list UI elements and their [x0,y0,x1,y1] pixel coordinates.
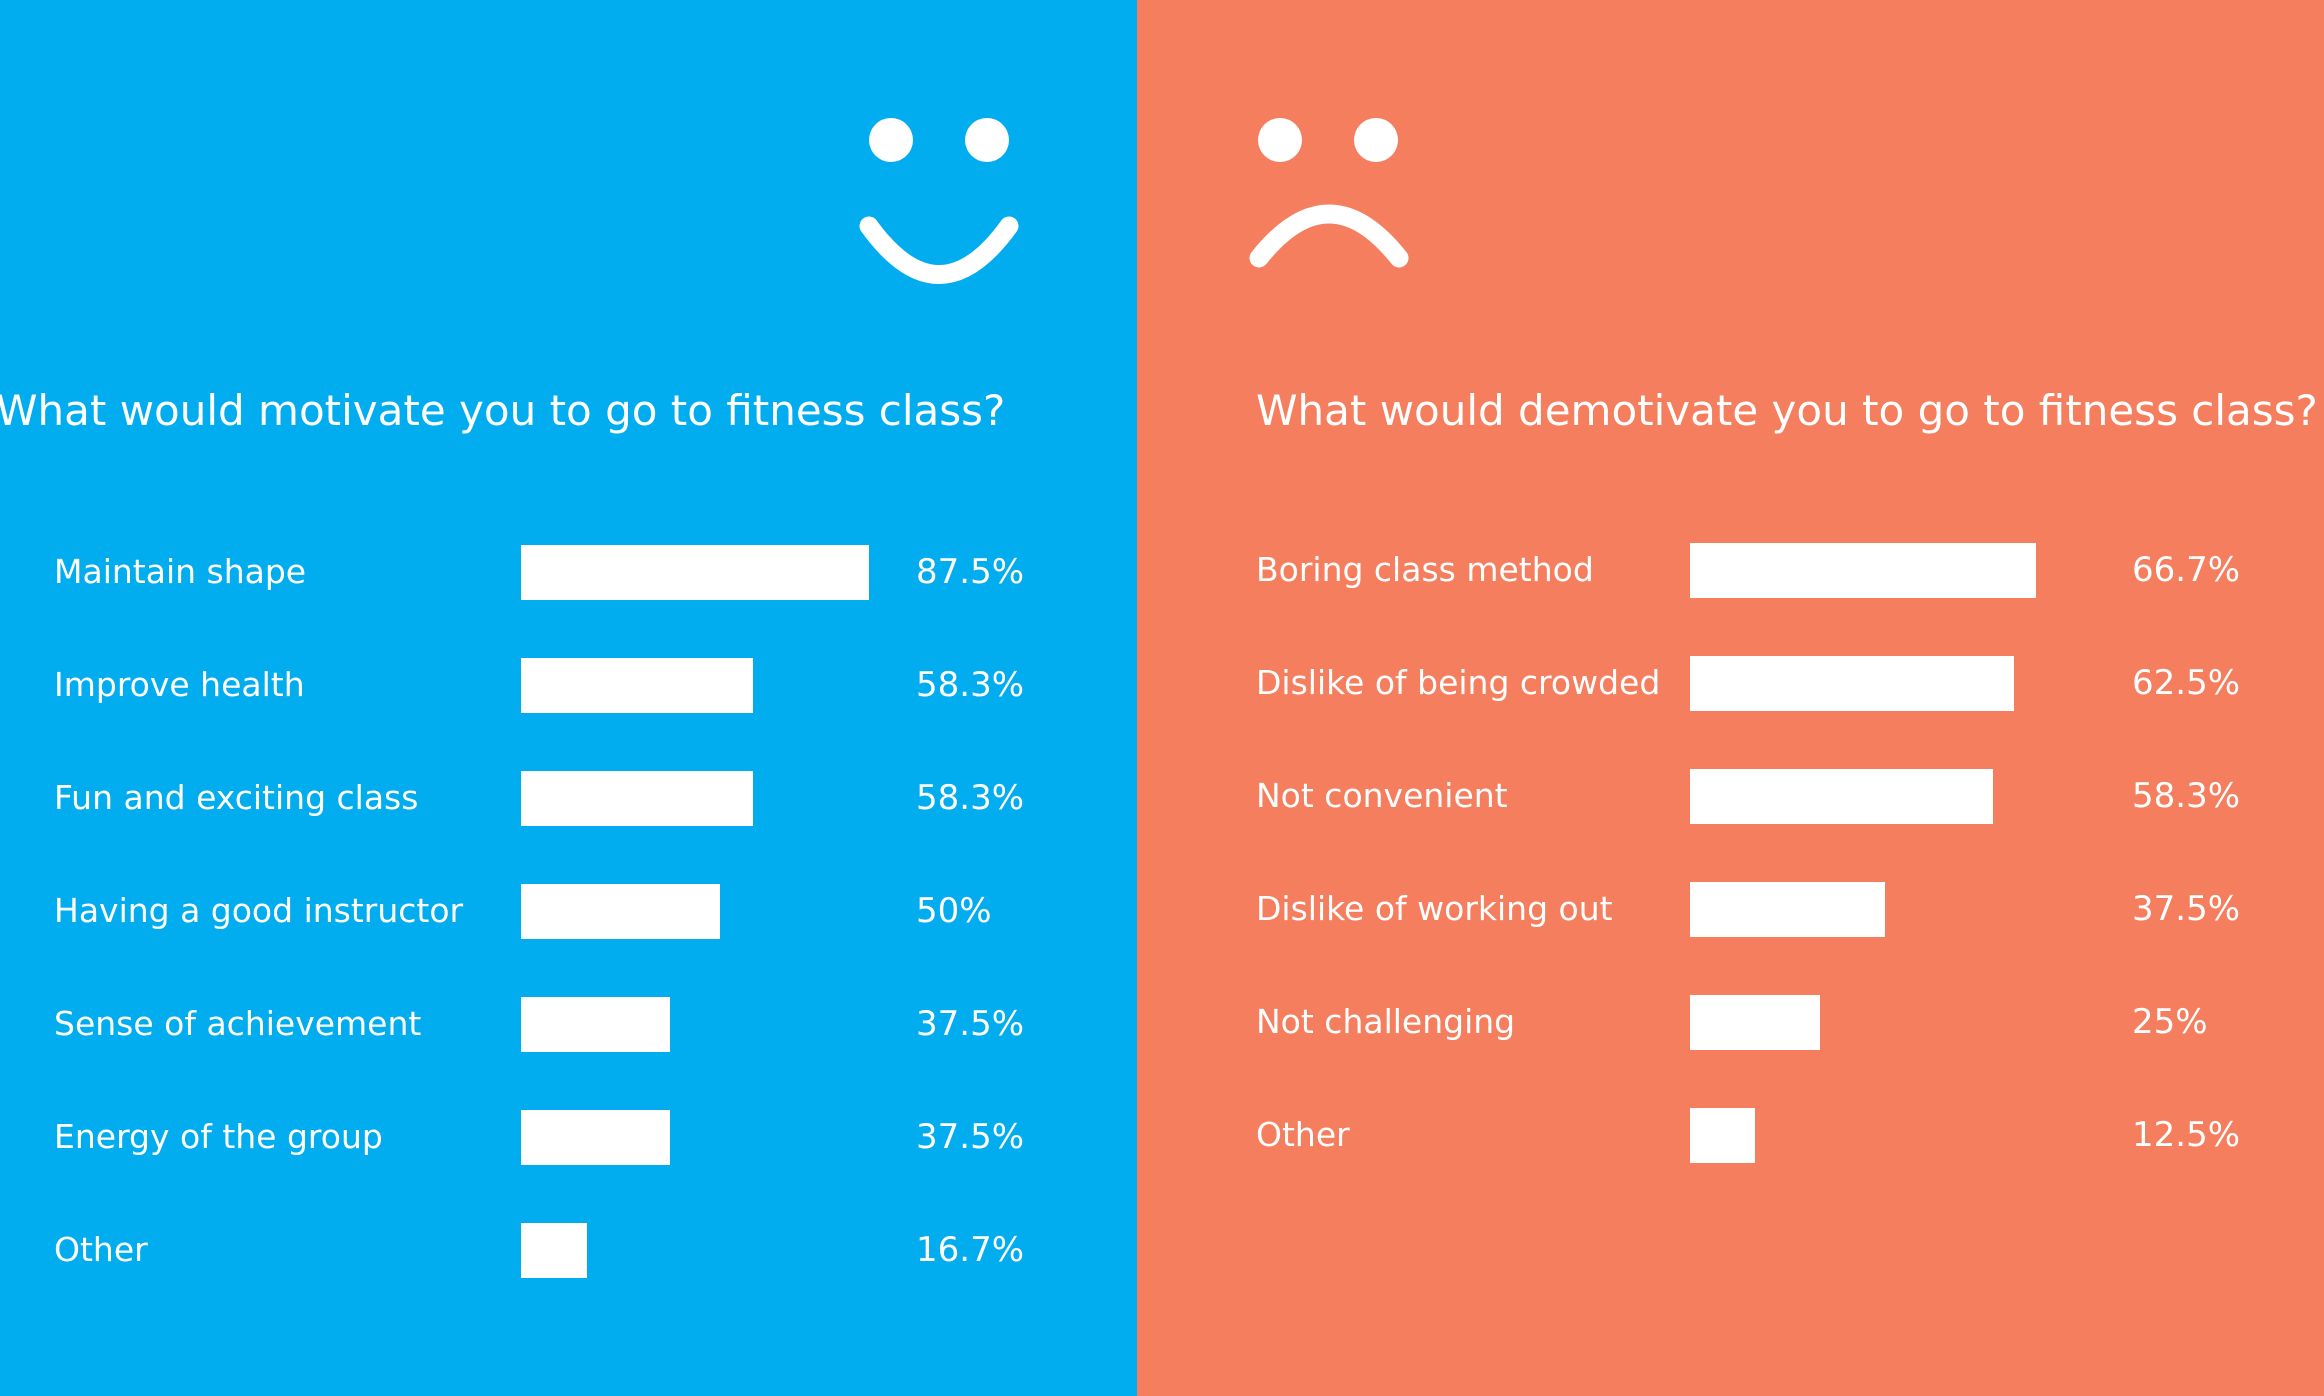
bar-value-label: 25% [2132,1002,2208,1042]
bar-value-label: 58.3% [2132,776,2241,816]
bar [1690,1108,1755,1163]
bar [521,997,670,1052]
bar-category-label: Having a good instructor [54,891,464,930]
motivate-question-title: What would motivate you to go to fitness… [0,386,1006,435]
bar-category-label: Other [1256,1115,1350,1154]
smiley-face-icon [859,118,1019,284]
bar-value-label: 62.5% [2132,663,2241,703]
bar-value-label: 37.5% [916,1117,1025,1157]
sad-face-icon [1249,118,1409,268]
bar [521,658,753,713]
bar-value-label: 66.7% [2132,550,2241,590]
bar-value-label: 16.7% [916,1230,1025,1270]
bar-category-label: Dislike of being crowded [1256,663,1661,702]
demotivate-question-title: What would demotivate you to go to fitne… [1256,386,2318,435]
bar-category-label: Sense of achievement [54,1004,422,1043]
bar-value-label: 37.5% [916,1004,1025,1044]
bar-category-label: Energy of the group [54,1117,383,1156]
bar-value-label: 37.5% [2132,889,2241,929]
bar-category-label: Other [54,1230,148,1269]
demotivate-panel: What would demotivate you to go to fitne… [1137,0,2324,1396]
bar [1690,543,2036,598]
bar [521,1110,670,1165]
bar-category-label: Not challenging [1256,1002,1516,1041]
bar-category-label: Boring class method [1256,550,1594,589]
bar [1690,769,1993,824]
bar [1690,656,2014,711]
bar-value-label: 58.3% [916,665,1025,705]
bar [521,545,869,600]
bar-category-label: Not convenient [1256,776,1508,815]
bar-category-label: Improve health [54,665,305,704]
bar-value-label: 58.3% [916,778,1025,818]
bar [1690,995,1820,1050]
bar-category-label: Dislike of working out [1256,889,1613,928]
bar-category-label: Fun and exciting class [54,778,419,817]
bar [521,884,720,939]
bar [521,1223,587,1278]
bar-category-label: Maintain shape [54,552,307,591]
bar [521,771,753,826]
bar-value-label: 50% [916,891,992,931]
bar-value-label: 87.5% [916,552,1025,592]
motivate-panel: What would motivate you to go to fitness… [0,0,1137,1396]
bar-value-label: 12.5% [2132,1115,2241,1155]
bar [1690,882,1885,937]
